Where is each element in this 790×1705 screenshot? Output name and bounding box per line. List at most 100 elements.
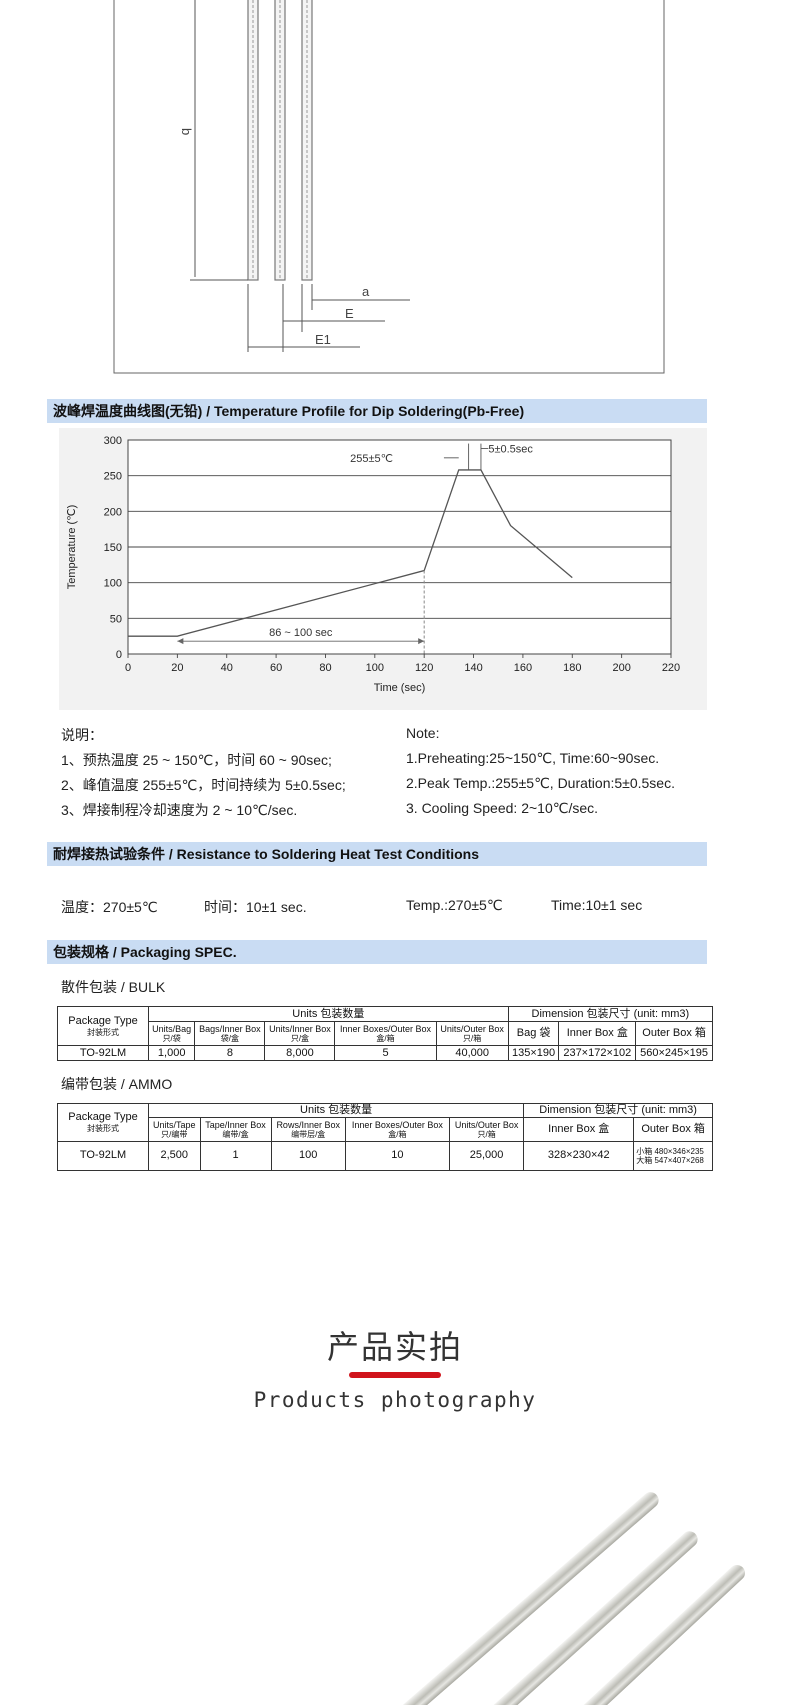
notes-en-line-3: 3. Cooling Speed: 2~10℃/sec. [406,800,599,816]
bulk-dim-col-2: Inner Box 盒 [558,1020,637,1046]
bulk-col-1-cn: 只/袋 [162,1033,181,1043]
ammo-dimension-header: Dimension 包装尺寸 (unit: mm3) [523,1102,713,1119]
x-tick-label: 80 [319,662,331,674]
ammo-col-2-cn: 编带/盒 [222,1130,249,1140]
ammo-col-3: Rows/Inner Box [276,1119,340,1130]
resistance-en-temp: Temp.:270±5℃ [406,897,503,913]
x-tick-label: 20 [171,662,183,674]
bulk-pkg-type-header-cn: 封装形式 [87,1027,119,1037]
ammo-col-2: Tape/Inner Box [205,1119,266,1130]
bulk-units-header: Units 包装数量 [148,1006,509,1022]
notes-en-title: Note: [406,725,440,741]
x-tick-label: 220 [662,662,680,674]
ammo-cell: 10 [344,1140,450,1172]
ammo-col-4-cn: 盒/箱 [388,1130,407,1140]
photo-section-title-cn: 产品实拍 [326,1328,463,1366]
preheat-duration-label: 86 ~ 100 sec [269,627,333,639]
ammo-outer-small: 小箱 480×346×235 [636,1146,704,1156]
bulk-cell: 8 [194,1044,266,1062]
bulk-col-1: Units/Bag [152,1023,192,1034]
notes-en-line-2: 2.Peak Temp.:255±5℃, Duration:5±0.5sec. [406,775,675,791]
ammo-cell: 25,000 [448,1140,525,1172]
dim-label-e1: E1 [315,332,331,347]
bulk-cell: 135×190 [507,1044,560,1062]
ammo-units-header: Units 包装数量 [147,1102,525,1119]
y-tick-label: 250 [104,471,122,483]
y-tick-label: 300 [104,435,122,447]
dim-label-e: E [345,306,354,321]
title-accent-bar [349,1372,441,1378]
x-tick-label: 140 [464,662,482,674]
bulk-title: 散件包装 / BULK [61,979,166,995]
bulk-dim-col-1: Bag 袋 [507,1020,560,1046]
chart-ylabel: Temperature (℃) [66,505,78,590]
ammo-cell: 328×230×42 [523,1140,635,1172]
bulk-cell: 1,000 [147,1044,196,1062]
temperature-curve-line [128,469,573,637]
y-tick-label: 100 [104,578,122,590]
peak-duration-label: 5±0.5sec [488,444,533,456]
x-tick-label: 0 [125,662,131,674]
bulk-col-2-cn: 袋/盒 [220,1033,239,1043]
notes-cn-title: 说明： [61,727,103,743]
bulk-col-4-cn: 盒/箱 [376,1033,395,1043]
bulk-cell: 40,000 [435,1044,509,1062]
ammo-cell: 1 [199,1140,272,1172]
x-tick-label: 180 [563,662,581,674]
ammo-col-3-cn: 编带层/盒 [291,1130,326,1140]
ammo-col-1: Units/Tape [152,1119,196,1130]
bulk-cell: 8,000 [264,1044,336,1062]
photo-section-title-en: Products photography [253,1388,537,1412]
x-tick-label: 40 [221,662,233,674]
ammo-col-5-cn: 只/箱 [477,1130,496,1140]
x-tick-label: 200 [612,662,630,674]
ammo-cell: TO-92LM [57,1140,149,1172]
ammo-dim-col-1: Inner Box 盒 [523,1117,635,1142]
notes-cn-line-3: 3、焊接制程冷却速度为 2 ~ 10℃/sec. [61,802,298,818]
bulk-col-3: Units/Inner Box [269,1023,331,1034]
y-tick-label: 0 [116,649,122,661]
resistance-cn-time: 时间：10±1 sec. [204,899,307,915]
arrow-head [177,638,184,645]
ammo-cell: 100 [270,1140,346,1172]
packaging-section-title: 包装规格 / Packaging SPEC. [47,940,707,964]
bulk-pkg-type-header: Package Type [68,1014,138,1027]
arrow-head [418,638,425,645]
dimension-drawing: b a E E1 [113,0,665,374]
product-photo [0,1440,790,1705]
ammo-pkg-type-header-cn: 封装形式 [87,1123,119,1133]
bulk-cell: TO-92LM [57,1044,149,1062]
bulk-col-2: Bags/Inner Box [199,1023,261,1034]
ammo-table-row: TO-92LM 2,500 1 100 10 25,000 328×230×42… [57,1140,713,1172]
x-tick-label: 120 [415,662,433,674]
x-tick-label: 60 [270,662,282,674]
notes-cn-line-2: 2、峰值温度 255±5℃，时间持续为 5±0.5sec; [61,777,346,793]
y-tick-label: 150 [104,542,122,554]
dim-label-b: b [179,128,194,135]
resistance-cn-temp: 温度：270±5℃ [61,899,158,915]
ammo-pkg-type-header: Package Type [68,1111,138,1124]
ammo-cell: 2,500 [148,1140,201,1172]
ammo-title: 编带包装 / AMMO [61,1076,173,1092]
dip-profile-section-title: 波峰焊温度曲线图(无铅) / Temperature Profile for D… [47,399,707,423]
dim-label-a: a [362,284,370,299]
ammo-packaging-table: Package Type 封装形式 Units 包装数量 Dimension 包装… [57,1102,713,1172]
resistance-section-title: 耐焊接热试验条件 / Resistance to Soldering Heat … [47,842,707,866]
ammo-outer-large: 大箱 547×407×268 [636,1155,704,1165]
ammo-dim-col-2: Outer Box 箱 [633,1117,713,1142]
ammo-col-4: Inner Boxes/Outer Box [351,1119,443,1130]
ammo-col-5: Units/Outer Box [454,1119,519,1130]
x-tick-label: 100 [366,662,384,674]
bulk-col-4: Inner Boxes/Outer Box [340,1023,432,1034]
y-tick-label: 200 [104,506,122,518]
bulk-dimension-header: Dimension 包装尺寸 (unit: mm3) [507,1006,714,1022]
temperature-profile-chart: 0 50 100 150 200 250 300 0 20 40 60 80 100 120 140 160 1… [59,428,707,710]
bulk-packaging-table: Package Type 封装形式 Units 包装数量 Dimension 包装… [57,1006,714,1062]
notes-cn-line-1: 1、预热温度 25 ~ 150℃，时间 60 ~ 90sec; [61,752,332,768]
notes-en-line-1: 1.Preheating:25~150℃, Time:60~90sec. [406,750,660,766]
bulk-cell: 237×172×102 [558,1044,637,1062]
bulk-cell: 5 [334,1044,437,1062]
x-tick-label: 160 [514,662,532,674]
bulk-col-5: Units/Outer Box [440,1023,504,1034]
bulk-dim-col-3: Outer Box 箱 [635,1020,713,1046]
